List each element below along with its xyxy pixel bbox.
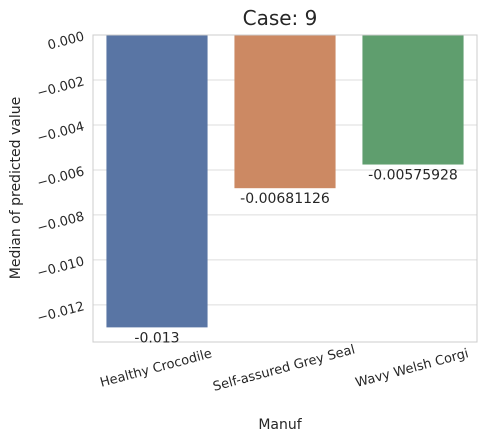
- y-tick-label: −0.004: [36, 119, 86, 146]
- data-labels: -0.013 -0.00681126 -0.00575928: [134, 168, 457, 347]
- bar-value-label: -0.00681126: [240, 191, 330, 207]
- y-axis-label: Median of predicted value: [8, 97, 24, 279]
- x-axis-label: Manuf: [258, 417, 302, 433]
- y-tick-label: −0.002: [36, 74, 86, 101]
- plot-frame: [92, 34, 478, 343]
- y-tick-label: −0.008: [36, 209, 86, 236]
- chart-title: Case: 9: [243, 6, 318, 30]
- x-tick-label: Healthy Crocodile: [99, 346, 214, 390]
- bar-value-label: -0.00575928: [368, 168, 458, 184]
- y-tick-labels: 0.000 −0.002 −0.004 −0.006 −0.008 −0.010 −0.01…: [36, 29, 86, 326]
- x-tick-label: Wavy Welsh Corgi: [354, 346, 470, 391]
- y-tick-label: −0.006: [36, 164, 86, 191]
- x-tick-label: Self-assured Grey Seal: [211, 342, 356, 394]
- y-tick-label: −0.012: [36, 299, 86, 326]
- y-tick-label: 0.000: [46, 29, 86, 53]
- bar: [106, 35, 208, 328]
- bars-layer: [106, 35, 464, 328]
- bar: [362, 35, 464, 165]
- bar-value-label: -0.013: [134, 330, 179, 346]
- bar: [234, 35, 336, 189]
- y-tick-label: −0.010: [36, 254, 86, 281]
